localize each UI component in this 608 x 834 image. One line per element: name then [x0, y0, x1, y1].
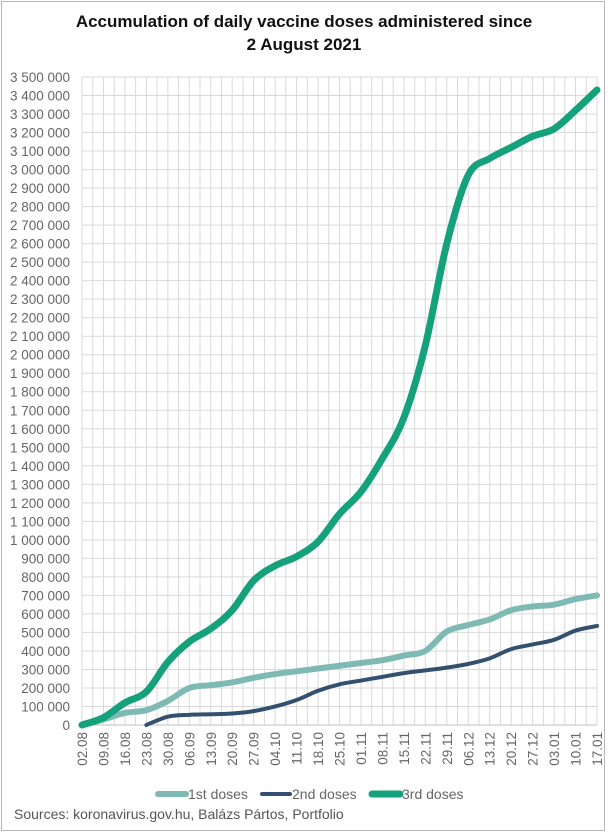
y-tick-label: 900 000 — [21, 551, 70, 566]
x-tick-label: 25.10 — [333, 732, 348, 766]
x-tick-label: 22.11 — [418, 732, 433, 765]
series-lines — [78, 86, 601, 729]
legend-item: 1st doses — [155, 786, 248, 802]
x-tick-label: 27.09 — [247, 732, 262, 766]
y-tick-label: 300 000 — [21, 662, 70, 677]
legend-item: 3rd doses — [368, 786, 463, 802]
x-tick-label: 17.01 — [590, 732, 605, 766]
y-tick-label: 2 100 000 — [10, 329, 70, 344]
x-tick-label: 06.12 — [461, 732, 476, 766]
y-tick-label: 1 700 000 — [10, 403, 70, 418]
x-tick-label: 03.01 — [547, 732, 562, 766]
x-tick-label: 02.08 — [75, 732, 90, 766]
y-tick-label: 1 400 000 — [10, 459, 70, 474]
series-line-1 — [79, 592, 600, 728]
y-tick-label: 2 000 000 — [10, 348, 70, 363]
legend-label: 1st doses — [188, 786, 248, 802]
y-tick-label: 500 000 — [21, 625, 70, 640]
x-tick-label: 16.08 — [118, 732, 133, 766]
y-tick-label: 1 800 000 — [10, 385, 70, 400]
source-note: Sources: koronavirus.gov.hu, Balázs Párt… — [14, 806, 344, 822]
chart-title: Accumulation of daily vaccine doses admi… — [0, 10, 608, 56]
y-tick-label: 2 300 000 — [10, 292, 70, 307]
series-line-3 — [78, 86, 601, 729]
y-tick-label: 3 300 000 — [10, 107, 70, 122]
x-tick-label: 20.12 — [504, 732, 519, 766]
x-axis-tick-labels: 02.08 09.08 16.08 23.08 30.08 06.09 13.09 20.09… — [75, 732, 605, 766]
x-tick-label: 04.10 — [268, 732, 283, 766]
x-tick-label: 13.12 — [483, 732, 498, 766]
y-axis-tick-labels: 0 100 000 200 000 300 000 400 000 500 000 600 … — [10, 70, 70, 733]
y-tick-label: 1 200 000 — [10, 496, 70, 511]
y-tick-label: 700 000 — [21, 588, 70, 603]
y-tick-label: 100 000 — [21, 699, 70, 714]
x-tick-label: 01.11 — [354, 732, 369, 765]
legend-label: 2nd doses — [292, 786, 357, 802]
x-tick-label: 29.11 — [440, 732, 455, 765]
y-tick-label: 1 100 000 — [10, 514, 70, 529]
x-tick-label: 23.08 — [139, 732, 154, 766]
legend: 1st doses 2nd doses 3rd doses — [155, 786, 463, 802]
y-tick-label: 400 000 — [21, 644, 70, 659]
legend-label: 3rd doses — [402, 786, 463, 802]
y-tick-label: 3 500 000 — [10, 70, 70, 85]
y-tick-label: 2 600 000 — [10, 237, 70, 252]
y-tick-label: 3 000 000 — [10, 163, 70, 178]
x-tick-label: 20.09 — [225, 732, 240, 766]
y-tick-label: 0 — [62, 718, 70, 733]
y-tick-label: 1 000 000 — [10, 533, 70, 548]
chart-title-line-1: Accumulation of daily vaccine doses admi… — [75, 12, 533, 31]
y-tick-label: 3 100 000 — [10, 144, 70, 159]
x-tick-label: 09.08 — [96, 732, 111, 766]
series-line-2 — [144, 623, 599, 727]
y-tick-label: 2 500 000 — [10, 255, 70, 270]
y-tick-label: 1 300 000 — [10, 477, 70, 492]
y-tick-label: 2 400 000 — [10, 274, 70, 289]
y-tick-label: 600 000 — [21, 607, 70, 622]
x-tick-label: 27.12 — [526, 732, 541, 766]
y-tick-label: 2 800 000 — [10, 200, 70, 215]
y-tick-label: 200 000 — [21, 681, 70, 696]
y-tick-label: 1 900 000 — [10, 366, 70, 381]
x-tick-label: 15.11 — [397, 732, 412, 765]
x-tick-label: 13.09 — [204, 732, 219, 766]
x-tick-label: 10.01 — [569, 732, 584, 766]
y-tick-label: 2 900 000 — [10, 181, 70, 196]
x-tick-label: 18.10 — [311, 732, 326, 766]
chart-title-line-2: 2 August 2021 — [246, 35, 362, 54]
x-tick-label: 11.10 — [290, 732, 305, 765]
x-tick-label: 08.11 — [375, 732, 390, 765]
x-tick-label: 30.08 — [161, 732, 176, 766]
y-tick-label: 3 400 000 — [10, 89, 70, 104]
gridlines — [81, 76, 598, 726]
y-tick-label: 800 000 — [21, 570, 70, 585]
legend-item: 2nd doses — [260, 786, 357, 802]
y-tick-label: 1 500 000 — [10, 440, 70, 455]
x-tick-label: 06.09 — [182, 732, 197, 766]
y-tick-label: 2 700 000 — [10, 218, 70, 233]
y-tick-label: 3 200 000 — [10, 126, 70, 141]
y-tick-label: 2 200 000 — [10, 311, 70, 326]
y-tick-label: 1 600 000 — [10, 422, 70, 437]
